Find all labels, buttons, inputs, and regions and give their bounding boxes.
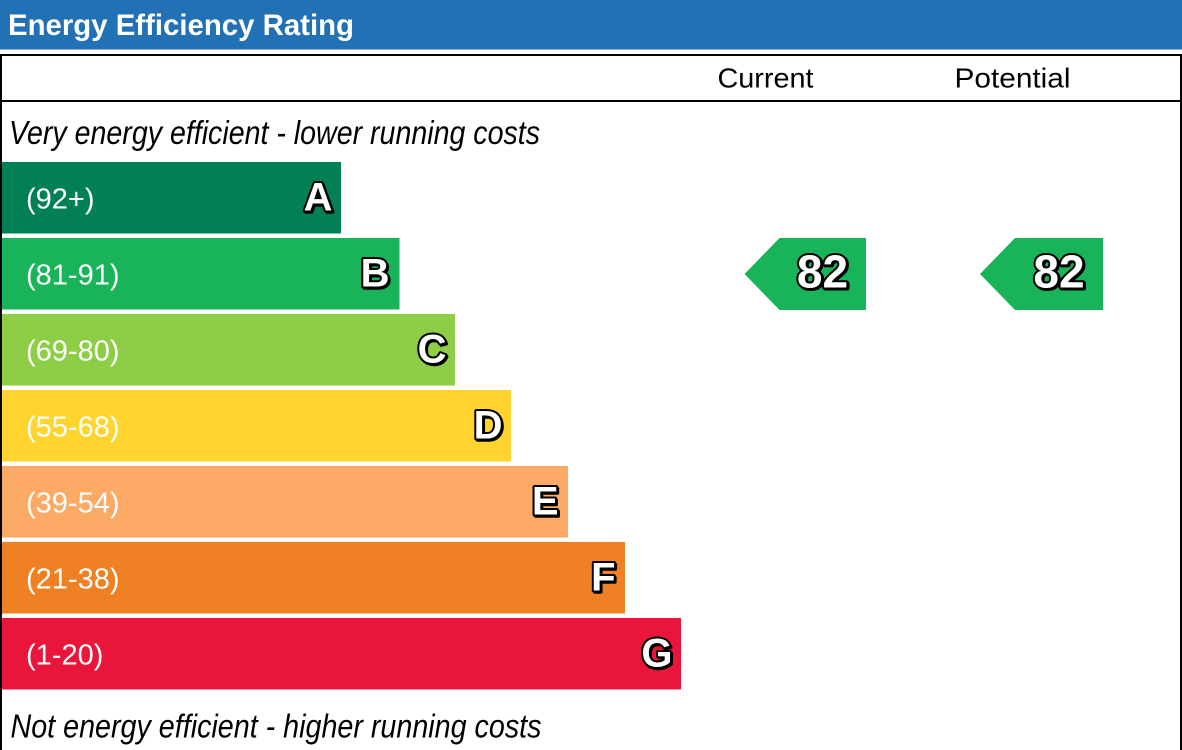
svg-text:(92+): (92+) (26, 183, 95, 215)
svg-text:(21-38): (21-38) (26, 564, 120, 596)
svg-text:E: E (532, 480, 559, 524)
svg-text:C: C (418, 328, 447, 372)
svg-text:(55-68): (55-68) (26, 411, 120, 443)
svg-text:A: A (305, 177, 334, 221)
svg-text:D: D (474, 404, 503, 448)
svg-text:B: B (362, 253, 391, 297)
svg-text:A: A (304, 176, 333, 220)
svg-text:(39-54): (39-54) (26, 488, 120, 520)
svg-text:E: E (533, 481, 560, 525)
svg-text:Very energy efficient - lower: Very energy efficient - lower running co… (9, 114, 540, 151)
svg-text:82: 82 (1033, 246, 1084, 298)
svg-text:82: 82 (1035, 247, 1086, 299)
svg-text:B: B (361, 252, 390, 296)
svg-text:Potential: Potential (955, 63, 1071, 94)
svg-text:F: F (591, 556, 615, 600)
svg-text:(69-80): (69-80) (26, 335, 120, 367)
svg-text:F: F (592, 557, 616, 601)
svg-text:82: 82 (797, 246, 848, 298)
svg-text:Energy Efficiency Rating: Energy Efficiency Rating (8, 9, 354, 42)
svg-text:D: D (475, 405, 504, 449)
svg-text:C: C (419, 329, 448, 373)
svg-text:(81-91): (81-91) (26, 259, 120, 291)
svg-text:G: G (643, 633, 674, 677)
svg-text:(1-20): (1-20) (26, 640, 103, 672)
svg-text:G: G (641, 632, 672, 676)
svg-text:Not energy efficient - higher: Not energy efficient - higher running co… (11, 708, 542, 745)
svg-text:Current: Current (718, 63, 814, 94)
svg-text:82: 82 (798, 247, 849, 299)
